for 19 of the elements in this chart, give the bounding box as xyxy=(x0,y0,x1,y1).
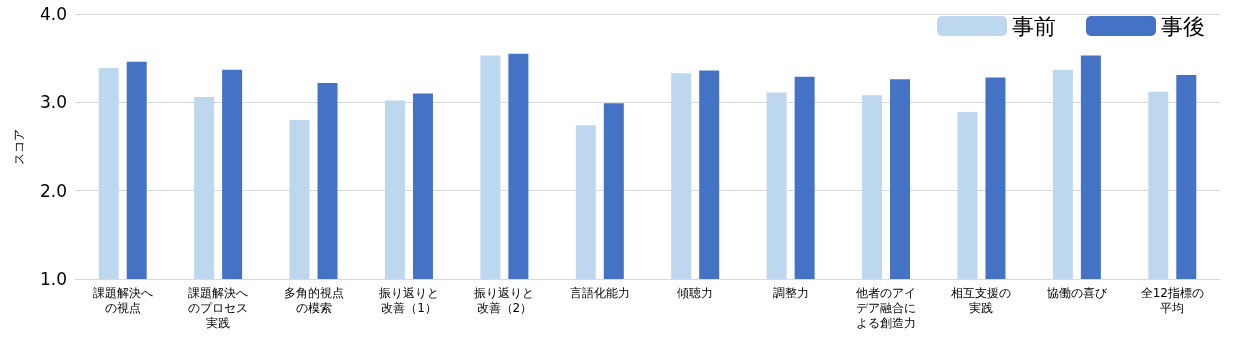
x-tick-label: 多角的視点の模索 xyxy=(283,285,344,315)
x-tick-label: 全12指標の平均 xyxy=(1140,285,1204,315)
legend-label: 事前 xyxy=(1012,13,1056,39)
legend-label: 事後 xyxy=(1161,13,1205,39)
y-tick-label: 1.0 xyxy=(39,269,67,289)
y-tick-label: 3.0 xyxy=(39,92,67,113)
x-tick-label: 相互支援の実践 xyxy=(951,285,1012,315)
x-tick-label: 振り返りと改善（2） xyxy=(474,285,535,315)
x-tick-label: 課題解決へのプロセス実践 xyxy=(188,285,249,330)
x-tick-label: 振り返りと改善（1） xyxy=(378,285,439,315)
x-tick-label: 傾聴力 xyxy=(677,285,714,300)
x-tick-label: 調整力 xyxy=(772,285,809,300)
x-tick-label: 言語化能力 xyxy=(569,285,630,300)
x-tick-label: 協働の喜び xyxy=(1046,285,1108,300)
y-axis-title: スコア xyxy=(12,128,26,165)
y-tick-label: 2.0 xyxy=(39,180,67,201)
x-tick-label: 課題解決への視点 xyxy=(92,285,153,315)
y-tick-label: 4.0 xyxy=(39,4,67,24)
x-tick-label: 他者のアイデア融合による創造力 xyxy=(856,285,917,330)
